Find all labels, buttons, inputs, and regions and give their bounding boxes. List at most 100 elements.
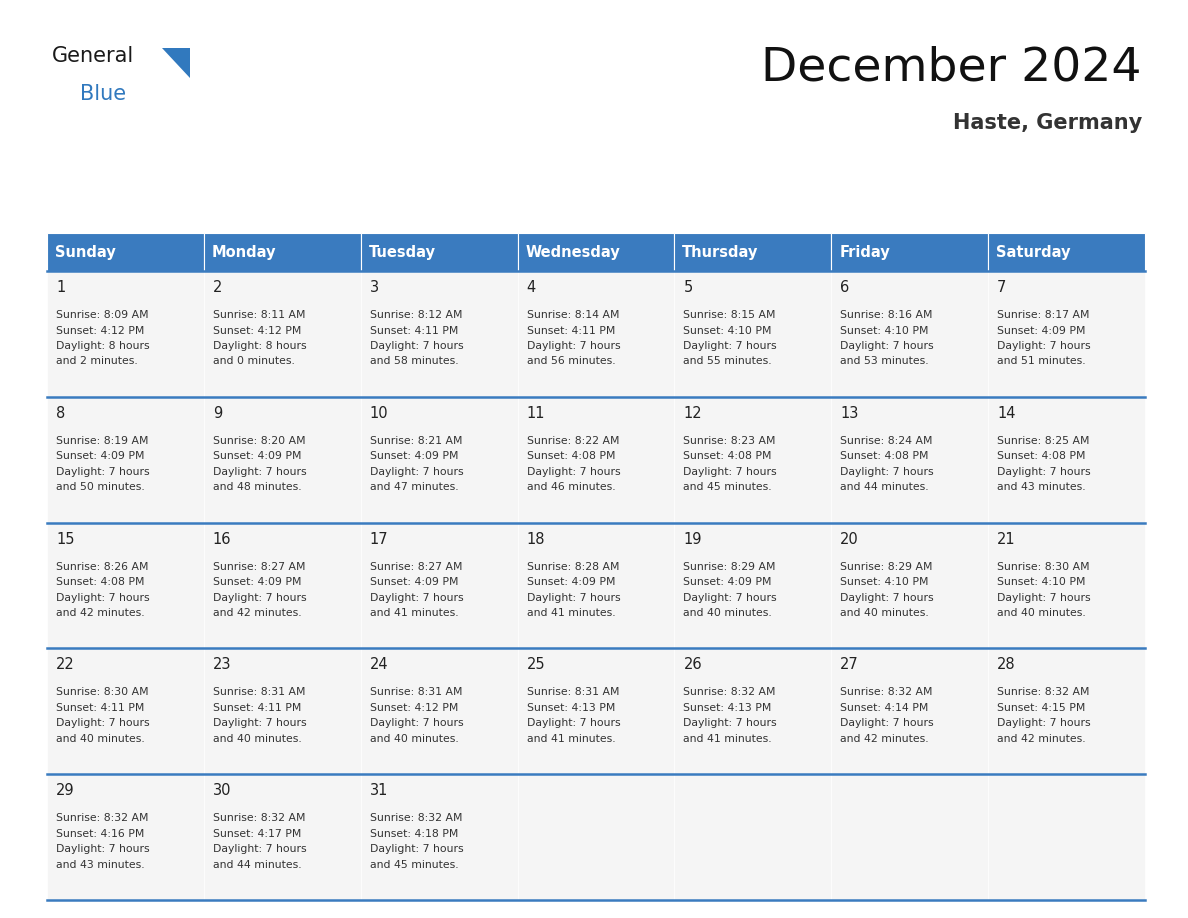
Bar	[832, 233, 988, 271]
Text: Daylight: 7 hours: Daylight: 7 hours	[56, 466, 150, 476]
Text: and 40 minutes.: and 40 minutes.	[213, 733, 302, 744]
Polygon shape	[162, 48, 190, 78]
Text: Sunset: 4:09 PM: Sunset: 4:09 PM	[369, 577, 459, 588]
Text: 2: 2	[213, 280, 222, 295]
Text: 13: 13	[840, 406, 859, 420]
Bar	[48, 397, 204, 522]
Text: 26: 26	[683, 657, 702, 672]
Bar	[48, 271, 204, 397]
Bar	[988, 522, 1145, 648]
Text: Saturday: Saturday	[996, 244, 1070, 260]
Text: and 47 minutes.: and 47 minutes.	[369, 482, 459, 492]
Text: and 2 minutes.: and 2 minutes.	[56, 356, 138, 366]
Text: Daylight: 7 hours: Daylight: 7 hours	[683, 719, 777, 728]
Bar	[48, 774, 204, 900]
Text: Blue: Blue	[80, 84, 126, 104]
Text: Daylight: 7 hours: Daylight: 7 hours	[56, 845, 150, 855]
Text: and 45 minutes.: and 45 minutes.	[683, 482, 772, 492]
Text: and 42 minutes.: and 42 minutes.	[56, 608, 145, 618]
Text: Sunset: 4:12 PM: Sunset: 4:12 PM	[213, 326, 302, 335]
Bar	[675, 271, 832, 397]
Text: Tuesday: Tuesday	[368, 244, 436, 260]
Text: Sunset: 4:09 PM: Sunset: 4:09 PM	[213, 452, 302, 462]
Text: and 40 minutes.: and 40 minutes.	[840, 608, 929, 618]
Bar	[988, 774, 1145, 900]
Text: General: General	[52, 46, 134, 66]
Text: Sunset: 4:08 PM: Sunset: 4:08 PM	[56, 577, 145, 588]
Text: and 53 minutes.: and 53 minutes.	[840, 356, 929, 366]
Text: Sunset: 4:10 PM: Sunset: 4:10 PM	[840, 326, 929, 335]
Text: and 0 minutes.: and 0 minutes.	[213, 356, 295, 366]
Bar	[518, 233, 675, 271]
Text: Sunrise: 8:28 AM: Sunrise: 8:28 AM	[526, 562, 619, 572]
Bar	[518, 522, 675, 648]
Text: 18: 18	[526, 532, 545, 546]
Text: 21: 21	[997, 532, 1016, 546]
Text: Sunset: 4:09 PM: Sunset: 4:09 PM	[369, 452, 459, 462]
Text: 25: 25	[526, 657, 545, 672]
Text: 6: 6	[840, 280, 849, 295]
Text: Sunrise: 8:21 AM: Sunrise: 8:21 AM	[369, 436, 462, 446]
Text: Sunrise: 8:22 AM: Sunrise: 8:22 AM	[526, 436, 619, 446]
Bar	[204, 397, 361, 522]
Text: Sunset: 4:11 PM: Sunset: 4:11 PM	[213, 703, 302, 713]
Bar	[988, 233, 1145, 271]
Text: Sunset: 4:13 PM: Sunset: 4:13 PM	[683, 703, 772, 713]
Bar	[361, 774, 518, 900]
Text: and 41 minutes.: and 41 minutes.	[526, 733, 615, 744]
Text: 7: 7	[997, 280, 1006, 295]
Text: 30: 30	[213, 783, 232, 798]
Text: Sunrise: 8:31 AM: Sunrise: 8:31 AM	[526, 688, 619, 698]
Text: Daylight: 7 hours: Daylight: 7 hours	[526, 341, 620, 351]
Text: Daylight: 8 hours: Daylight: 8 hours	[56, 341, 150, 351]
Text: Sunrise: 8:32 AM: Sunrise: 8:32 AM	[213, 813, 305, 823]
Bar	[988, 271, 1145, 397]
Bar	[832, 522, 988, 648]
Text: Sunrise: 8:14 AM: Sunrise: 8:14 AM	[526, 310, 619, 320]
Bar	[675, 648, 832, 774]
Text: Sunset: 4:12 PM: Sunset: 4:12 PM	[369, 703, 459, 713]
Text: Daylight: 7 hours: Daylight: 7 hours	[840, 341, 934, 351]
Bar	[675, 522, 832, 648]
Bar	[832, 648, 988, 774]
Bar	[361, 522, 518, 648]
Text: Sunset: 4:10 PM: Sunset: 4:10 PM	[683, 326, 772, 335]
Text: Sunrise: 8:32 AM: Sunrise: 8:32 AM	[997, 688, 1089, 698]
Text: Sunrise: 8:32 AM: Sunrise: 8:32 AM	[683, 688, 776, 698]
Bar	[832, 397, 988, 522]
Text: Daylight: 7 hours: Daylight: 7 hours	[526, 466, 620, 476]
Text: Sunrise: 8:30 AM: Sunrise: 8:30 AM	[997, 562, 1089, 572]
Text: Sunrise: 8:29 AM: Sunrise: 8:29 AM	[683, 562, 776, 572]
Text: Sunrise: 8:29 AM: Sunrise: 8:29 AM	[840, 562, 933, 572]
Text: Thursday: Thursday	[682, 244, 759, 260]
Bar	[518, 648, 675, 774]
Text: Daylight: 7 hours: Daylight: 7 hours	[997, 719, 1091, 728]
Text: December 2024: December 2024	[762, 46, 1142, 91]
Text: Daylight: 7 hours: Daylight: 7 hours	[369, 341, 463, 351]
Text: Sunrise: 8:16 AM: Sunrise: 8:16 AM	[840, 310, 933, 320]
Text: and 50 minutes.: and 50 minutes.	[56, 482, 145, 492]
Text: Sunset: 4:09 PM: Sunset: 4:09 PM	[526, 577, 615, 588]
Bar	[832, 774, 988, 900]
Text: Sunset: 4:08 PM: Sunset: 4:08 PM	[840, 452, 929, 462]
Text: 20: 20	[840, 532, 859, 546]
Bar	[48, 233, 204, 271]
Text: 14: 14	[997, 406, 1016, 420]
Text: Sunrise: 8:27 AM: Sunrise: 8:27 AM	[213, 562, 305, 572]
Text: Daylight: 7 hours: Daylight: 7 hours	[526, 593, 620, 602]
Text: and 41 minutes.: and 41 minutes.	[369, 608, 459, 618]
Bar	[675, 233, 832, 271]
Text: and 55 minutes.: and 55 minutes.	[683, 356, 772, 366]
Text: Daylight: 7 hours: Daylight: 7 hours	[997, 466, 1091, 476]
Bar	[675, 774, 832, 900]
Text: Sunset: 4:15 PM: Sunset: 4:15 PM	[997, 703, 1086, 713]
Text: Sunset: 4:18 PM: Sunset: 4:18 PM	[369, 829, 459, 839]
Text: and 40 minutes.: and 40 minutes.	[369, 733, 459, 744]
Text: Daylight: 7 hours: Daylight: 7 hours	[997, 341, 1091, 351]
Bar	[518, 271, 675, 397]
Text: Daylight: 7 hours: Daylight: 7 hours	[840, 719, 934, 728]
Text: Sunrise: 8:31 AM: Sunrise: 8:31 AM	[369, 688, 462, 698]
Text: Sunrise: 8:27 AM: Sunrise: 8:27 AM	[369, 562, 462, 572]
Text: Daylight: 7 hours: Daylight: 7 hours	[213, 845, 307, 855]
Bar	[361, 648, 518, 774]
